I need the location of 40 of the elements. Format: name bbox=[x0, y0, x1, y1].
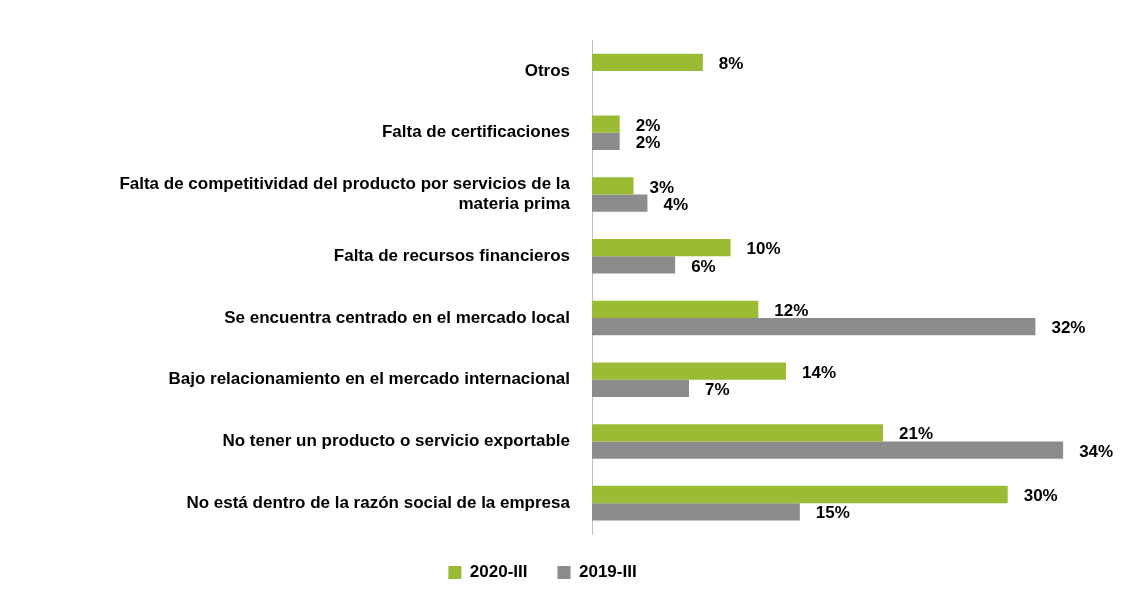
data-label: 15% bbox=[815, 503, 850, 523]
y-tick-label: Falta de competitividad del producto por servicios de la materia prima bbox=[119, 174, 571, 214]
y-tick-label: No está dentro de la razón social de la empresa bbox=[186, 492, 571, 512]
data-label: 34% bbox=[1079, 441, 1114, 461]
bar bbox=[592, 256, 676, 274]
bar bbox=[592, 424, 883, 442]
bar bbox=[592, 115, 620, 133]
data-label: 30% bbox=[1023, 486, 1058, 506]
bar bbox=[592, 379, 689, 397]
y-tick-label: Falta de certificaciones bbox=[381, 122, 570, 142]
bar bbox=[592, 238, 731, 257]
data-label: 7% bbox=[705, 380, 730, 400]
bar bbox=[592, 317, 1036, 336]
data-label: 21% bbox=[899, 424, 934, 444]
bar bbox=[592, 362, 786, 380]
data-label: 2% bbox=[635, 115, 661, 135]
data-label: 2% bbox=[635, 133, 661, 153]
bar bbox=[592, 300, 759, 318]
bar bbox=[592, 194, 648, 212]
bar bbox=[592, 177, 634, 195]
legend-label: 2019-III bbox=[579, 562, 637, 582]
data-label: 3% bbox=[649, 177, 675, 197]
data-label: 14% bbox=[802, 362, 837, 382]
data-label: 10% bbox=[746, 239, 781, 259]
y-tick-label: Se encuentra centrado en el mercado local bbox=[224, 307, 570, 327]
data-label: 12% bbox=[774, 301, 809, 321]
legend-label: 2020-III bbox=[469, 562, 528, 582]
data-label: 8% bbox=[718, 54, 744, 74]
y-tick-label: Falta de recursos financieros bbox=[333, 245, 570, 265]
bar bbox=[592, 132, 620, 151]
bar bbox=[592, 503, 800, 521]
bar bbox=[592, 53, 703, 72]
y-tick-label: No tener un producto o servicio exportable bbox=[222, 431, 570, 451]
bar bbox=[592, 441, 1064, 459]
data-label: 4% bbox=[663, 194, 689, 214]
y-tick-label: Otros bbox=[524, 60, 570, 80]
bar bbox=[592, 485, 1008, 504]
data-label: 6% bbox=[691, 256, 716, 276]
y-tick-label: Bajo relacionamiento en el mercado internacional bbox=[168, 369, 570, 389]
data-label: 32% bbox=[1051, 318, 1086, 338]
